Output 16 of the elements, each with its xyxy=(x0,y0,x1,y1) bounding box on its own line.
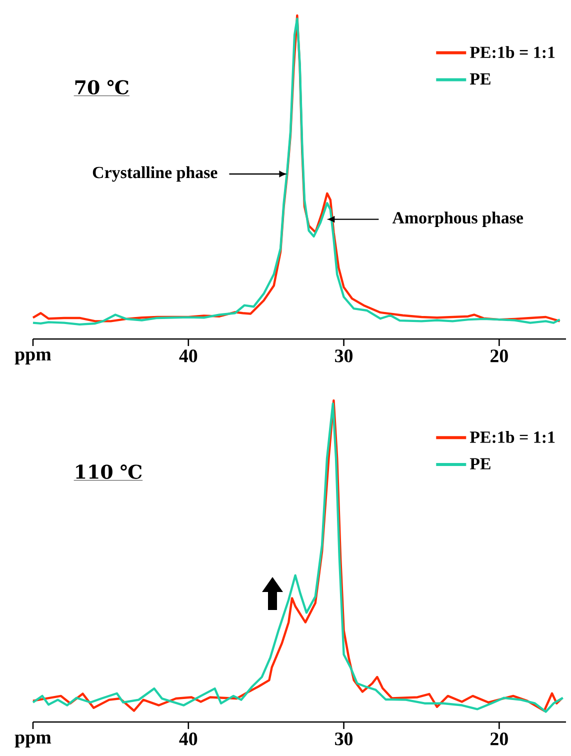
annotation: Crystalline phase xyxy=(92,166,218,182)
x-axis-title: ppm xyxy=(14,734,52,748)
legend-label: PE:1b = 1:1 xyxy=(470,430,555,443)
x-tick-label: 30 xyxy=(335,350,353,362)
text: 70 ℃ xyxy=(75,80,128,94)
annotation: Amorphous phase xyxy=(392,212,524,227)
x-tick-label: 40 xyxy=(179,732,198,746)
x-tick-label: 30 xyxy=(335,732,353,746)
legend-label: PE xyxy=(470,73,490,84)
x-tick-label: 20 xyxy=(490,350,508,362)
x-tick-label: 40 xyxy=(179,350,198,362)
legend-label: PE:1b = 1:1 xyxy=(470,46,555,58)
x-axis-title: ppm xyxy=(14,352,52,364)
x-tick-label: 20 xyxy=(490,732,508,746)
text: 110 ℃ xyxy=(76,464,142,479)
legend-label: PE xyxy=(470,458,490,470)
